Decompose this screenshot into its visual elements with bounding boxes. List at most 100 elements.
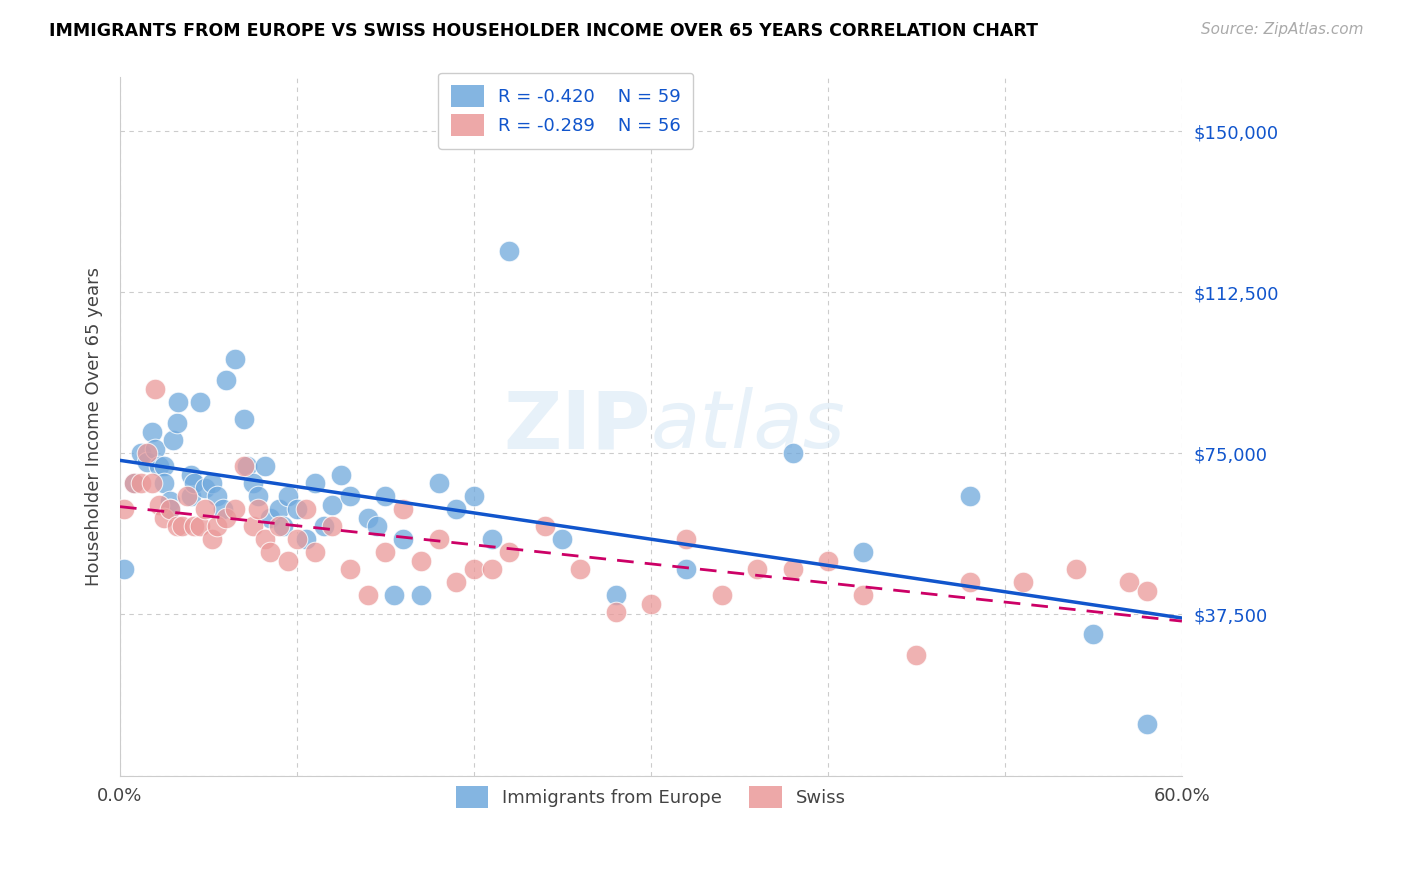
Point <box>236 459 259 474</box>
Point <box>259 545 281 559</box>
Point <box>159 502 181 516</box>
Point <box>247 489 270 503</box>
Point <box>112 562 135 576</box>
Point <box>159 493 181 508</box>
Point <box>135 446 157 460</box>
Point <box>366 519 388 533</box>
Point <box>269 502 291 516</box>
Point <box>905 648 928 663</box>
Point <box>446 575 468 590</box>
Point <box>463 489 485 503</box>
Point <box>207 519 229 533</box>
Point <box>232 459 254 474</box>
Point <box>1135 583 1157 598</box>
Point <box>675 562 697 576</box>
Point <box>321 498 343 512</box>
Point <box>170 519 193 533</box>
Point <box>153 510 176 524</box>
Point <box>382 588 405 602</box>
Point <box>446 502 468 516</box>
Point <box>224 351 246 366</box>
Point <box>215 373 238 387</box>
Point <box>1118 575 1140 590</box>
Point <box>207 489 229 503</box>
Point <box>304 545 326 559</box>
Text: Source: ZipAtlas.com: Source: ZipAtlas.com <box>1201 22 1364 37</box>
Point <box>201 533 224 547</box>
Point <box>183 476 205 491</box>
Point <box>852 545 875 559</box>
Point <box>551 533 574 547</box>
Point <box>112 502 135 516</box>
Point <box>747 562 769 576</box>
Point <box>135 455 157 469</box>
Point <box>374 489 396 503</box>
Point <box>166 519 188 533</box>
Point <box>167 394 190 409</box>
Y-axis label: Householder Income Over 65 years: Householder Income Over 65 years <box>86 267 103 586</box>
Point <box>180 489 202 503</box>
Point <box>427 533 450 547</box>
Point <box>357 588 380 602</box>
Point <box>129 446 152 460</box>
Point <box>247 502 270 516</box>
Point <box>481 562 503 576</box>
Point <box>242 519 264 533</box>
Point <box>148 459 170 474</box>
Legend: Immigrants from Europe, Swiss: Immigrants from Europe, Swiss <box>449 779 853 815</box>
Point <box>374 545 396 559</box>
Point <box>269 519 291 533</box>
Point <box>392 533 415 547</box>
Point <box>409 554 432 568</box>
Point <box>162 434 184 448</box>
Text: IMMIGRANTS FROM EUROPE VS SWISS HOUSEHOLDER INCOME OVER 65 YEARS CORRELATION CHA: IMMIGRANTS FROM EUROPE VS SWISS HOUSEHOL… <box>49 22 1038 40</box>
Point <box>188 394 211 409</box>
Point <box>959 489 981 503</box>
Point <box>277 489 299 503</box>
Point <box>304 476 326 491</box>
Point <box>357 510 380 524</box>
Point <box>1083 626 1105 640</box>
Point <box>180 467 202 482</box>
Point <box>1135 717 1157 731</box>
Point <box>409 588 432 602</box>
Point <box>194 502 217 516</box>
Text: atlas: atlas <box>651 387 845 466</box>
Point <box>259 510 281 524</box>
Point <box>498 244 520 259</box>
Point <box>183 519 205 533</box>
Point <box>215 510 238 524</box>
Point <box>1011 575 1033 590</box>
Point <box>533 519 555 533</box>
Point <box>211 502 233 516</box>
Text: ZIP: ZIP <box>503 387 651 466</box>
Point <box>605 588 627 602</box>
Point <box>224 502 246 516</box>
Point <box>1064 562 1087 576</box>
Point <box>675 533 697 547</box>
Point <box>605 605 627 619</box>
Point <box>392 502 415 516</box>
Point <box>285 502 308 516</box>
Point <box>959 575 981 590</box>
Point <box>463 562 485 576</box>
Point <box>710 588 733 602</box>
Point <box>188 519 211 533</box>
Point <box>285 533 308 547</box>
Point <box>640 597 662 611</box>
Point <box>339 489 361 503</box>
Point <box>153 476 176 491</box>
Point <box>232 412 254 426</box>
Point <box>166 416 188 430</box>
Point <box>242 476 264 491</box>
Point <box>176 489 198 503</box>
Point <box>312 519 335 533</box>
Point <box>782 562 804 576</box>
Point <box>277 554 299 568</box>
Point <box>295 533 318 547</box>
Point <box>145 382 167 396</box>
Point <box>427 476 450 491</box>
Point <box>159 502 181 516</box>
Point <box>817 554 839 568</box>
Point <box>481 533 503 547</box>
